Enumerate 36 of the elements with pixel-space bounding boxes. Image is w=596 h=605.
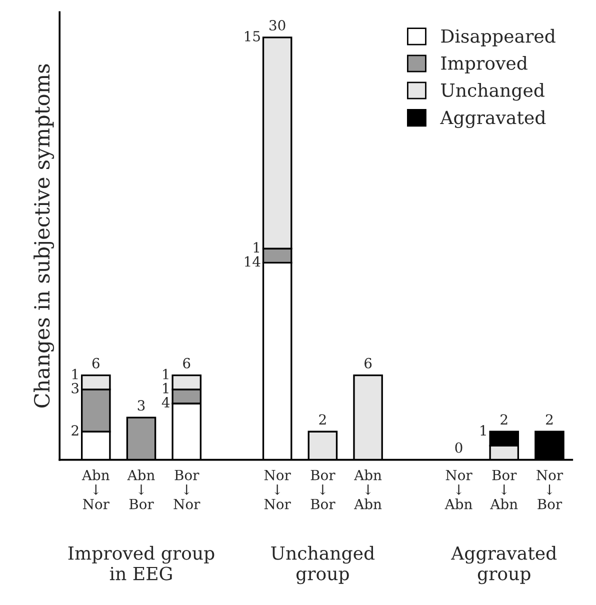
total-label: 6 <box>92 358 100 368</box>
data-label: 3 <box>72 382 79 394</box>
total-label: 2 <box>500 414 508 425</box>
text: Improved group in EEG <box>68 546 214 580</box>
x-tick-label: Bor ↓ Abn <box>490 470 518 510</box>
data-label: 4 <box>162 397 170 408</box>
y-axis-title: Changes in subjective symptoms <box>34 64 54 408</box>
legend-label: Unchanged <box>441 82 544 101</box>
data-label: 1 <box>163 368 168 380</box>
data-label: 14 <box>245 256 260 267</box>
x-tick-label: Nor ↓ Bor <box>536 470 564 510</box>
legend-label: Improved <box>441 56 528 74</box>
data-label: 1 <box>480 425 486 436</box>
data-label: 2 <box>72 425 78 436</box>
data-label: 1 <box>72 368 78 380</box>
x-tick-label: Bor ↓ Bor <box>310 470 336 510</box>
total-label: 6 <box>364 358 372 368</box>
data-label: 15 <box>245 30 260 42</box>
total-label: 0 <box>455 442 462 453</box>
total-label: 2 <box>319 414 326 425</box>
total-label: 3 <box>138 400 145 411</box>
x-tick-label: Nor ↓ Abn <box>444 470 472 510</box>
total-label: 2 <box>546 414 553 425</box>
x-tick-label: Bor ↓ Nor <box>174 470 200 510</box>
total-label: 6 <box>183 358 190 368</box>
x-tick-label: Abn ↓ Nor <box>82 470 110 510</box>
legend-label: Disappeared <box>441 28 556 46</box>
x-tick-label: Abn ↓ Abn <box>354 470 382 510</box>
x-tick-label: Nor ↓ Nor <box>264 470 291 510</box>
total-label: 30 <box>270 20 286 31</box>
data-label: 1 <box>163 382 168 394</box>
text: Aggravated group <box>451 546 557 584</box>
data-label: 1 <box>254 242 260 252</box>
legend-label: Aggravated <box>440 110 546 128</box>
text: Unchanged group <box>271 546 375 584</box>
x-tick-label: Abn ↓ Bor <box>127 470 155 510</box>
